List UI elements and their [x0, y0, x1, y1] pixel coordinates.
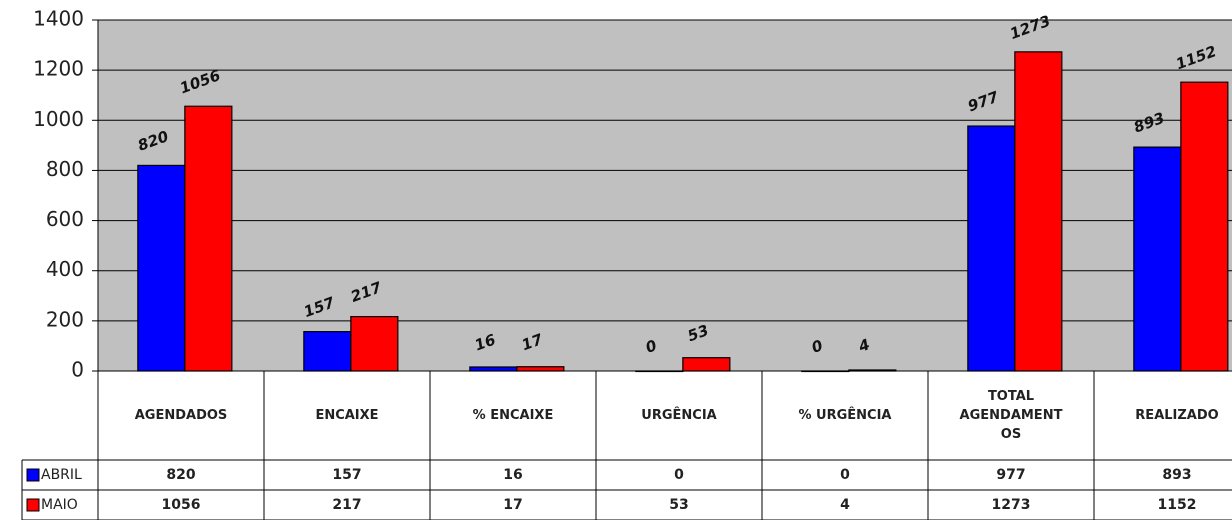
legend-key: [26, 468, 40, 482]
legend-label: ABRIL: [41, 467, 82, 483]
table-value: 977: [996, 467, 1025, 483]
table-value: 17: [503, 497, 522, 513]
bar: [350, 315, 399, 372]
y-tick-label: 1200: [33, 57, 84, 81]
category-text: ENCAIXE: [315, 408, 379, 423]
table-value: 0: [674, 467, 684, 483]
category-text: % URGÊNCIA: [798, 408, 892, 423]
table-value: 1152: [1158, 497, 1197, 513]
bar: [303, 331, 352, 372]
category-text: % ENCAIXE: [472, 408, 554, 423]
table-value: 820: [166, 467, 195, 483]
bar: [1180, 81, 1229, 372]
table-value: 16: [503, 467, 522, 483]
category-text: URGÊNCIA: [641, 408, 717, 423]
bar: [184, 105, 233, 372]
table-value: 893: [1162, 467, 1191, 483]
y-tick-label: 800: [46, 157, 84, 181]
category-text: REALIZADO: [1135, 408, 1219, 423]
table-value: 1273: [992, 497, 1031, 513]
category-text: TOTAL AGENDAMENTOS: [959, 389, 1063, 442]
table-value: 4: [840, 497, 850, 513]
category-label: AGENDADOS: [98, 371, 264, 460]
table-value: 217: [332, 497, 361, 513]
category-text: AGENDADOS: [134, 408, 228, 423]
category-label: TOTAL AGENDAMENTOS: [928, 371, 1094, 460]
y-tick-label: 600: [46, 207, 84, 231]
category-label: URGÊNCIA: [596, 371, 762, 460]
bar: [137, 164, 186, 372]
y-tick-label: 200: [46, 307, 84, 331]
y-tick-label: 1000: [33, 107, 84, 131]
bar: [1133, 146, 1182, 372]
category-label: REALIZADO: [1094, 371, 1232, 460]
table-value: 53: [669, 497, 688, 513]
y-tick-label: 400: [46, 257, 84, 281]
category-label: % URGÊNCIA: [762, 371, 928, 460]
bar: [1014, 51, 1063, 372]
table-value: 1056: [162, 497, 201, 513]
legend-key: [26, 498, 40, 512]
bar: [682, 357, 731, 372]
bar: [967, 125, 1016, 372]
legend-label: MAIO: [41, 497, 78, 513]
y-tick-label: 0: [71, 358, 84, 382]
category-label: % ENCAIXE: [430, 371, 596, 460]
category-label: ENCAIXE: [264, 371, 430, 460]
table-value: 0: [840, 467, 850, 483]
y-tick-label: 1400: [33, 7, 84, 31]
table-value: 157: [332, 467, 361, 483]
